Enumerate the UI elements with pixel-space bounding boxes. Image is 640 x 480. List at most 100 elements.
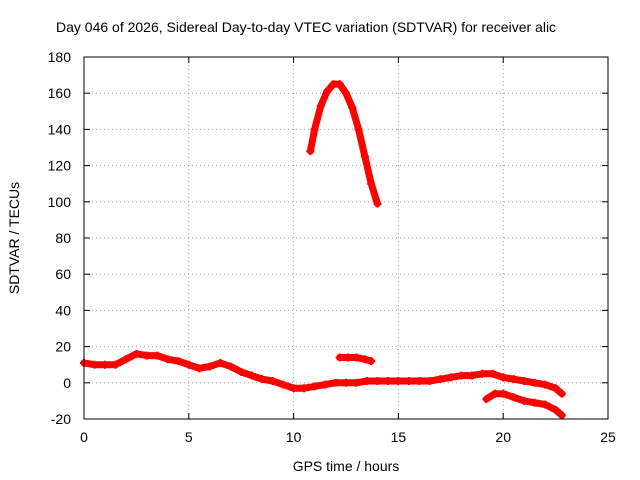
data-point-marker [321,380,330,389]
data-point-marker [457,371,466,380]
grid [84,57,608,419]
y-tick-label: 140 [48,121,72,137]
data-point-marker [352,378,361,387]
data-point-marker [362,376,371,385]
y-tick-label: 160 [48,85,72,101]
data-point-marker [520,376,529,385]
data-point-marker [331,378,340,387]
data-point-marker [335,353,344,362]
x-tick-label: 15 [391,429,407,445]
data-point-marker [404,376,413,385]
plot-frame [83,56,609,420]
data-point-marker [216,358,225,367]
data-point-marker [373,376,382,385]
data-point-marker [446,373,455,382]
data-point-marker [90,360,99,369]
data-point-marker [530,398,539,407]
data-point-marker [488,369,497,378]
data-point-marker [467,371,476,380]
data-point-marker [541,400,550,409]
data-point-marker [509,393,518,402]
data-point-marker [342,89,350,98]
data-point-marker [383,376,392,385]
data-point-marker [482,395,491,404]
data-point-marker [499,389,508,398]
series-short-segment [335,353,376,366]
y-tick-label: 80 [55,230,71,246]
data-point-marker [310,382,319,391]
y-tick-label: 40 [55,302,71,318]
y-tick-label: 60 [55,266,71,282]
data-point-marker [348,103,357,112]
data-point-marker [316,101,325,110]
data-point-marker [300,384,309,393]
y-tick-label: 0 [63,375,71,391]
series-baseline [80,349,566,398]
data-point-marker [279,380,288,389]
data-point-marker [237,367,246,376]
data-point-marker [142,351,151,360]
data-point-marker [530,378,539,387]
chart-title: Day 046 of 2026, Sidereal Day-to-day VTE… [56,19,556,35]
data-point-marker [195,364,204,373]
data-point-marker [367,357,376,366]
data-point-marker [100,360,109,369]
series-group [80,80,566,420]
x-axis-title: GPS time / hours [293,458,400,474]
y-tick-label: -20 [51,411,71,427]
data-point-marker [367,179,376,188]
axis-ticks: 0 5 10 15 20 25 -20 0 20 40 60 80 100 120 140 160 180 [48,49,616,445]
series-line [306,80,381,208]
y-tick-label: 20 [55,339,71,355]
data-point-marker [247,371,256,380]
data-point-marker [557,411,566,420]
data-point-marker [520,396,529,405]
data-point-marker [205,362,214,371]
data-point-marker [163,355,172,364]
data-point-marker [132,349,141,358]
data-point-marker [557,389,566,398]
data-point-marker [478,369,487,378]
data-point-marker [551,384,560,393]
y-axis-title: SDTVAR / TECUs [6,182,22,294]
data-point-marker [509,375,518,384]
data-point-marker [268,376,277,385]
data-point-marker [184,360,193,369]
data-point-marker [352,353,361,362]
x-tick-label: 5 [185,429,193,445]
data-point-marker [541,380,550,389]
x-tick-label: 25 [600,429,616,445]
x-tick-label: 0 [80,429,88,445]
data-point-marker [310,125,319,134]
data-point-marker [551,405,560,414]
data-point-marker [342,378,350,387]
data-point-marker [121,355,130,364]
data-point-marker [289,384,298,393]
x-tick-label: 20 [495,429,511,445]
data-point-marker [111,360,120,369]
y-tick-label: 100 [48,194,72,210]
data-point-marker [436,375,445,384]
data-point-marker [373,199,382,208]
series-lower-arc [482,389,566,420]
data-point-marker [360,152,369,161]
x-tick-label: 10 [286,429,302,445]
data-point-marker [306,147,315,156]
data-point-marker [415,376,424,385]
y-tick-label: 120 [48,158,72,174]
data-point-marker [258,375,267,384]
data-point-marker [354,125,363,134]
data-point-marker [153,351,162,360]
data-point-marker [499,373,508,382]
data-point-marker [360,355,369,364]
data-point-marker [490,389,499,398]
data-point-marker [323,87,332,96]
data-point-marker [174,357,183,366]
series-peak-arc [306,80,382,208]
data-point-marker [226,362,235,371]
data-point-marker [335,80,344,89]
y-tick-label: 180 [48,49,72,65]
data-point-marker [344,353,353,362]
data-point-marker [425,376,434,385]
